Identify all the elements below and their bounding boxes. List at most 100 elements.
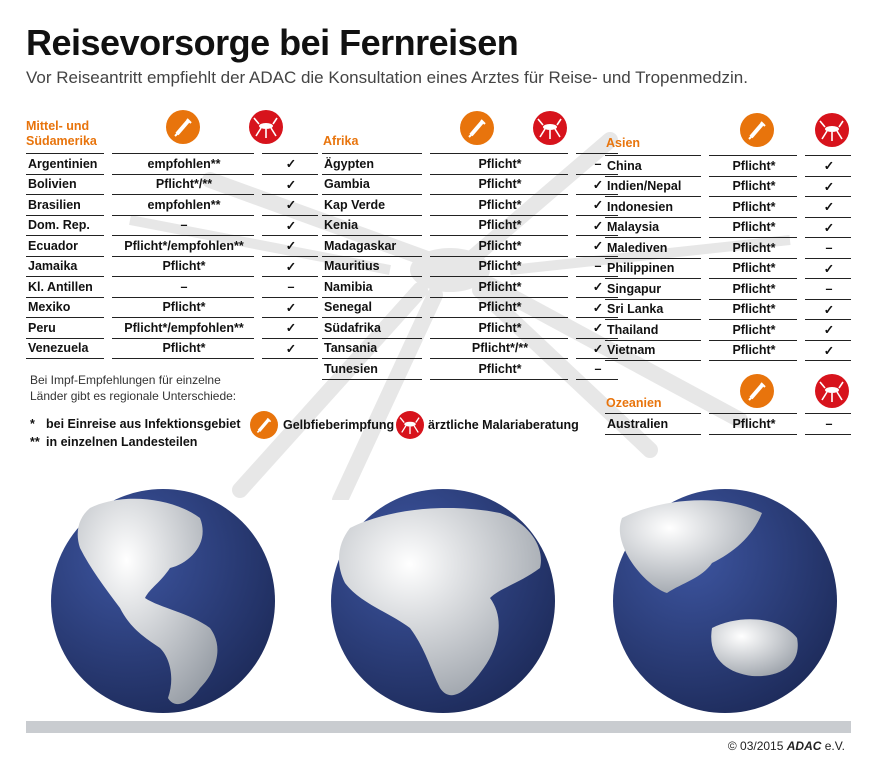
copyright: © 03/2015 ADAC e.V. — [727, 739, 845, 753]
yellow-fever-cell: Pflicht* — [709, 155, 797, 177]
table-row: Thailand Pflicht* ✓ — [605, 319, 851, 341]
malaria-cell: ✓ — [262, 297, 318, 318]
malaria-cell: ✓ — [805, 176, 851, 197]
malaria-cell: ✓ — [262, 194, 318, 216]
yellow-fever-cell: Pflicht* — [112, 338, 254, 359]
footnote-double-star: ** in einzelnen Landesteilen — [30, 435, 198, 449]
yellow-fever-cell: Pflicht* — [709, 237, 797, 259]
malaria-cell: ✓ — [805, 196, 851, 218]
region-title-amerika: Mittel- und Südamerika — [26, 119, 97, 148]
yellow-fever-cell: Pflicht* — [709, 413, 797, 435]
malaria-cell: – — [805, 278, 851, 300]
table-row: Namibia Pflicht* ✓ — [322, 276, 618, 298]
yellow-fever-cell: Pflicht* — [709, 299, 797, 320]
table-afrika: Ägypten Pflicht* – Gambia Pflicht* ✓ Kap Verde… — [322, 153, 618, 380]
table-row: Senegal Pflicht* ✓ — [322, 297, 618, 318]
yellow-fever-cell: Pflicht* — [430, 153, 568, 175]
country-cell: Dom. Rep. — [26, 215, 104, 236]
syringe-icon — [740, 113, 774, 147]
yellow-fever-cell: Pflicht* — [709, 258, 797, 279]
table-row: China Pflicht* ✓ — [605, 155, 851, 177]
table-ozeanien: Australien Pflicht* – — [605, 413, 851, 435]
yellow-fever-cell: Pflicht* — [430, 194, 568, 216]
footnote-legend: * bei Einreise aus Infektionsgebiet ** in … — [30, 415, 241, 451]
yellow-fever-cell: Pflicht* — [430, 358, 568, 380]
table-row: Jamaika Pflicht* ✓ — [26, 256, 318, 277]
yellow-fever-cell: Pflicht*/empfohlen** — [112, 235, 254, 257]
legend-malaria: ärztliche Malariaberatung — [428, 418, 579, 432]
country-cell: Thailand — [605, 319, 701, 341]
country-cell: Ecuador — [26, 235, 104, 257]
globe-americas — [51, 489, 275, 713]
country-cell: Vietnam — [605, 340, 701, 361]
table-row: Malaysia Pflicht* ✓ — [605, 217, 851, 238]
table-row: Ägypten Pflicht* – — [322, 153, 618, 175]
table-row: Philippinen Pflicht* ✓ — [605, 258, 851, 279]
yellow-fever-cell: Pflicht*/** — [112, 174, 254, 195]
malaria-cell: ✓ — [805, 217, 851, 238]
country-cell: Tunesien — [322, 358, 422, 380]
table-row: Tansania Pflicht*/** ✓ — [322, 338, 618, 359]
malaria-cell: ✓ — [805, 340, 851, 361]
table-row: Mexiko Pflicht* ✓ — [26, 297, 318, 318]
country-cell: Venezuela — [26, 338, 104, 359]
country-cell: Namibia — [322, 276, 422, 298]
yellow-fever-cell: Pflicht*/empfohlen** — [112, 317, 254, 339]
country-cell: Kenia — [322, 215, 422, 236]
table-row: Dom. Rep. – ✓ — [26, 215, 318, 236]
legend-yellow-fever: Gelbfieberimpfung — [283, 418, 395, 432]
mosquito-icon — [249, 110, 283, 144]
yellow-fever-cell: Pflicht* — [709, 319, 797, 341]
country-cell: Kl. Antillen — [26, 276, 104, 298]
country-cell: Mauritius — [322, 256, 422, 277]
table-row: Mauritius Pflicht* – — [322, 256, 618, 277]
yellow-fever-cell: empfohlen** — [112, 194, 254, 216]
table-row: Bolivien Pflicht*/** ✓ — [26, 174, 318, 195]
country-cell: Australien — [605, 413, 701, 435]
yellow-fever-cell: Pflicht* — [112, 297, 254, 318]
table-row: Venezuela Pflicht* ✓ — [26, 338, 318, 359]
malaria-cell: ✓ — [262, 317, 318, 339]
region-title-ozeanien: Ozeanien — [606, 396, 662, 410]
syringe-icon — [250, 411, 278, 439]
malaria-cell: – — [805, 413, 851, 435]
table-row: Ecuador Pflicht*/empfohlen** ✓ — [26, 235, 318, 257]
globe-asia-oceania — [613, 489, 837, 713]
malaria-cell: ✓ — [805, 258, 851, 279]
globe-africa — [331, 489, 555, 713]
malaria-cell: ✓ — [805, 319, 851, 341]
country-cell: Südafrika — [322, 317, 422, 339]
yellow-fever-cell: Pflicht* — [430, 276, 568, 298]
malaria-cell: – — [805, 237, 851, 259]
yellow-fever-cell: Pflicht* — [709, 217, 797, 238]
table-row: Südafrika Pflicht* ✓ — [322, 317, 618, 339]
table-row: Sri Lanka Pflicht* ✓ — [605, 299, 851, 320]
country-cell: Senegal — [322, 297, 422, 318]
table-row: Peru Pflicht*/empfohlen** ✓ — [26, 317, 318, 339]
table-row: Tunesien Pflicht* – — [322, 358, 618, 380]
mosquito-icon — [533, 111, 567, 145]
malaria-cell: ✓ — [262, 174, 318, 195]
country-cell: Philippinen — [605, 258, 701, 279]
table-row: Singapur Pflicht* – — [605, 278, 851, 300]
table-row: Gambia Pflicht* ✓ — [322, 174, 618, 195]
country-cell: Jamaika — [26, 256, 104, 277]
country-cell: Gambia — [322, 174, 422, 195]
table-row: Kenia Pflicht* ✓ — [322, 215, 618, 236]
yellow-fever-cell: Pflicht*/** — [430, 338, 568, 359]
country-cell: China — [605, 155, 701, 177]
country-cell: Bolivien — [26, 174, 104, 195]
table-row: Madagaskar Pflicht* ✓ — [322, 235, 618, 257]
note-line: Bei Impf-Empfehlungen für einzelne — [30, 373, 221, 387]
mosquito-icon — [815, 374, 849, 408]
adac-logo: ADAC — [786, 739, 822, 753]
yellow-fever-cell: Pflicht* — [430, 317, 568, 339]
table-row: Malediven Pflicht* – — [605, 237, 851, 259]
mosquito-icon — [396, 411, 424, 439]
malaria-cell: ✓ — [262, 256, 318, 277]
yellow-fever-cell: empfohlen** — [112, 153, 254, 175]
country-cell: Malediven — [605, 237, 701, 259]
yellow-fever-cell: Pflicht* — [430, 256, 568, 277]
country-cell: Brasilien — [26, 194, 104, 216]
malaria-cell: – — [262, 276, 318, 298]
